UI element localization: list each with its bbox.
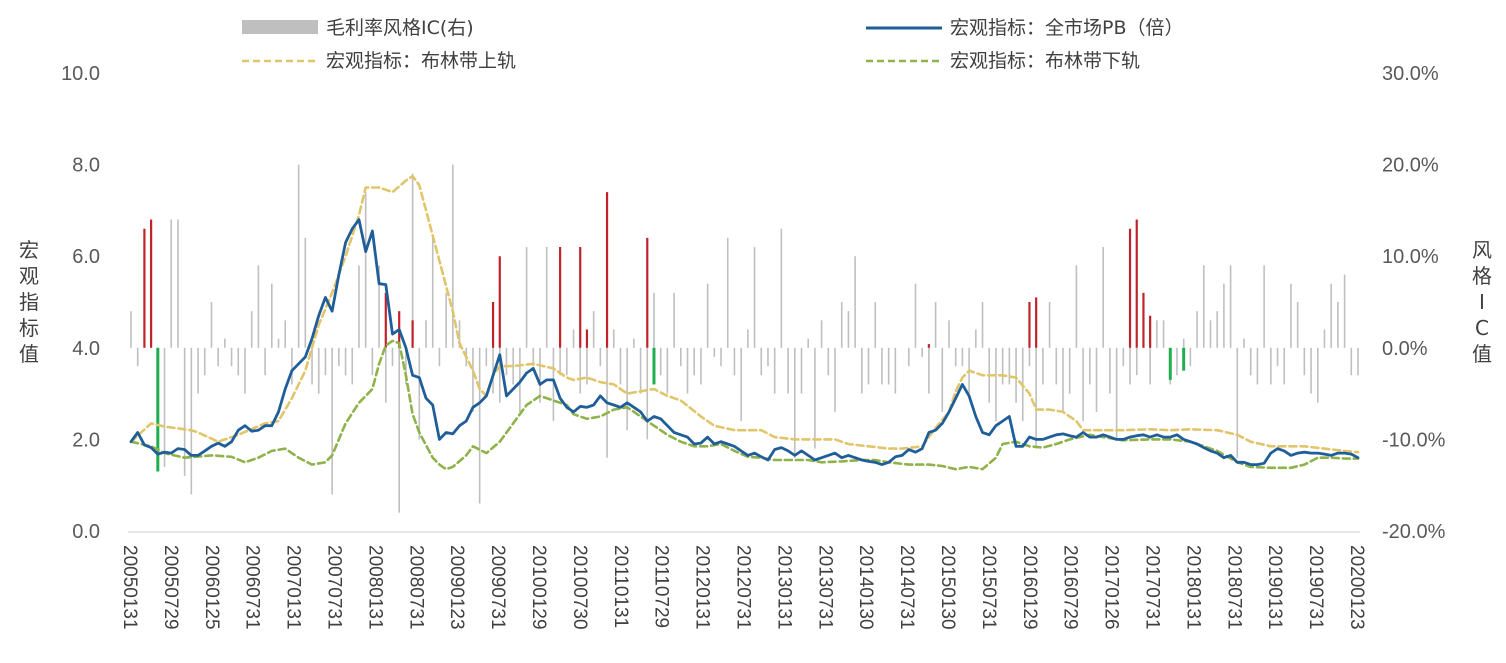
y-left-tick-label: 2.0: [72, 429, 100, 451]
legend-swatch-ic: [242, 20, 318, 34]
x-tick-label: 20170126: [1101, 545, 1122, 630]
y-left-title-char: 指: [19, 290, 39, 314]
y-left-tick-label: 0.0: [72, 521, 100, 543]
y-left-tick-label: 4.0: [72, 338, 100, 360]
y-right-tick-label: -10.0%: [1382, 429, 1446, 451]
x-tick-label: 20170731: [1142, 545, 1163, 630]
x-tick-label: 20130131: [773, 545, 794, 630]
x-tick-label: 20120131: [692, 545, 713, 630]
x-tick-label: 20060125: [201, 545, 222, 630]
lines: [129, 174, 1360, 471]
x-tick-label: 20110131: [610, 545, 631, 628]
y-left-tick-label: 6.0: [72, 246, 100, 268]
legend-label-ic: 毛利率风格IC(右): [326, 17, 474, 39]
y-left-title-char: 标: [19, 316, 39, 340]
legend-label-upper: 宏观指标：布林带上轨: [326, 50, 516, 72]
x-tick-label: 20080131: [364, 545, 385, 630]
y-right-title-char: 值: [1472, 342, 1492, 366]
x-tick-label: 20100129: [528, 545, 549, 630]
y-left-ticks: 0.0 2.0 4.0 6.0 8.0 10.0: [61, 63, 100, 543]
x-tick-label: 20160129: [1019, 545, 1040, 630]
x-tick-label: 20080731: [405, 545, 426, 630]
series-line-pb: [129, 218, 1360, 466]
x-tick-label: 20070131: [283, 545, 304, 630]
x-tick-label: 20140130: [855, 545, 876, 630]
y-right-tick-label: 10.0%: [1382, 246, 1439, 268]
series-line-lower: [129, 339, 1360, 471]
y-left-title-char: 观: [19, 264, 39, 288]
legend-entry-ic: 毛利率风格IC(右): [242, 17, 474, 39]
legend-entry-pb: 宏观指标：全市场PB（倍）: [866, 17, 1184, 39]
x-tick-label: 20150731: [978, 545, 999, 630]
y-left-title-char: 宏: [19, 238, 39, 262]
legend-entry-lower: 宏观指标：布林带下轨: [866, 50, 1140, 72]
y-left-tick-label: 10.0: [61, 63, 100, 85]
y-right-title-char: C: [1475, 316, 1489, 340]
x-tick-label: 20150130: [937, 545, 958, 630]
y-right-title-char: 格: [1472, 264, 1492, 288]
y-right-tick-label: 20.0%: [1382, 155, 1439, 177]
x-tick-label: 20140731: [896, 545, 917, 630]
series-line-upper: [129, 174, 1360, 454]
legend: 毛利率风格IC(右) 宏观指标：全市场PB（倍） 宏观指标：布林带上轨 宏观指标…: [242, 17, 1184, 72]
y-left-title-char: 值: [19, 342, 39, 366]
y-right-tick-label: 0.0%: [1382, 338, 1428, 360]
x-tick-label: 20130731: [814, 545, 835, 630]
x-tick-label: 20180131: [1182, 545, 1203, 630]
x-tick-label: 20120731: [733, 545, 754, 630]
x-tick-label: 20190731: [1305, 545, 1326, 630]
x-tick-label: 20060731: [242, 545, 263, 630]
x-tick-label: 20110729: [651, 545, 672, 628]
x-ticks: 20050131 20050729 20060125 20060731 20070131…: [119, 545, 1367, 630]
x-tick-label: 20050131: [119, 545, 140, 630]
x-tick-label: 20100730: [569, 545, 590, 630]
x-tick-label: 20180731: [1223, 545, 1244, 630]
y-right-title-char: I: [1479, 290, 1485, 314]
y-right-tick-label: -20.0%: [1382, 521, 1446, 543]
y-right-ticks: -20.0% -10.0% 0.0% 10.0% 20.0% 30.0%: [1382, 63, 1446, 543]
x-tick-label: 20070731: [324, 545, 345, 630]
legend-label-pb: 宏观指标：全市场PB（倍）: [950, 17, 1184, 39]
x-tick-label: 20050729: [160, 545, 181, 630]
y-left-tick-label: 8.0: [72, 155, 100, 177]
x-tick-label: 20190131: [1264, 545, 1285, 630]
legend-label-lower: 宏观指标：布林带下轨: [950, 50, 1140, 72]
x-tick-label: 20160729: [1060, 545, 1081, 630]
x-tick-label: 20090731: [487, 545, 508, 630]
ic-bars: [130, 164, 1359, 513]
x-tick-label: 20200123: [1346, 545, 1367, 630]
x-tick-label: 20090123: [446, 545, 467, 630]
legend-entry-upper: 宏观指标：布林带上轨: [242, 50, 516, 72]
y-right-tick-label: 30.0%: [1382, 63, 1439, 85]
y-right-title-char: 风: [1472, 238, 1492, 262]
